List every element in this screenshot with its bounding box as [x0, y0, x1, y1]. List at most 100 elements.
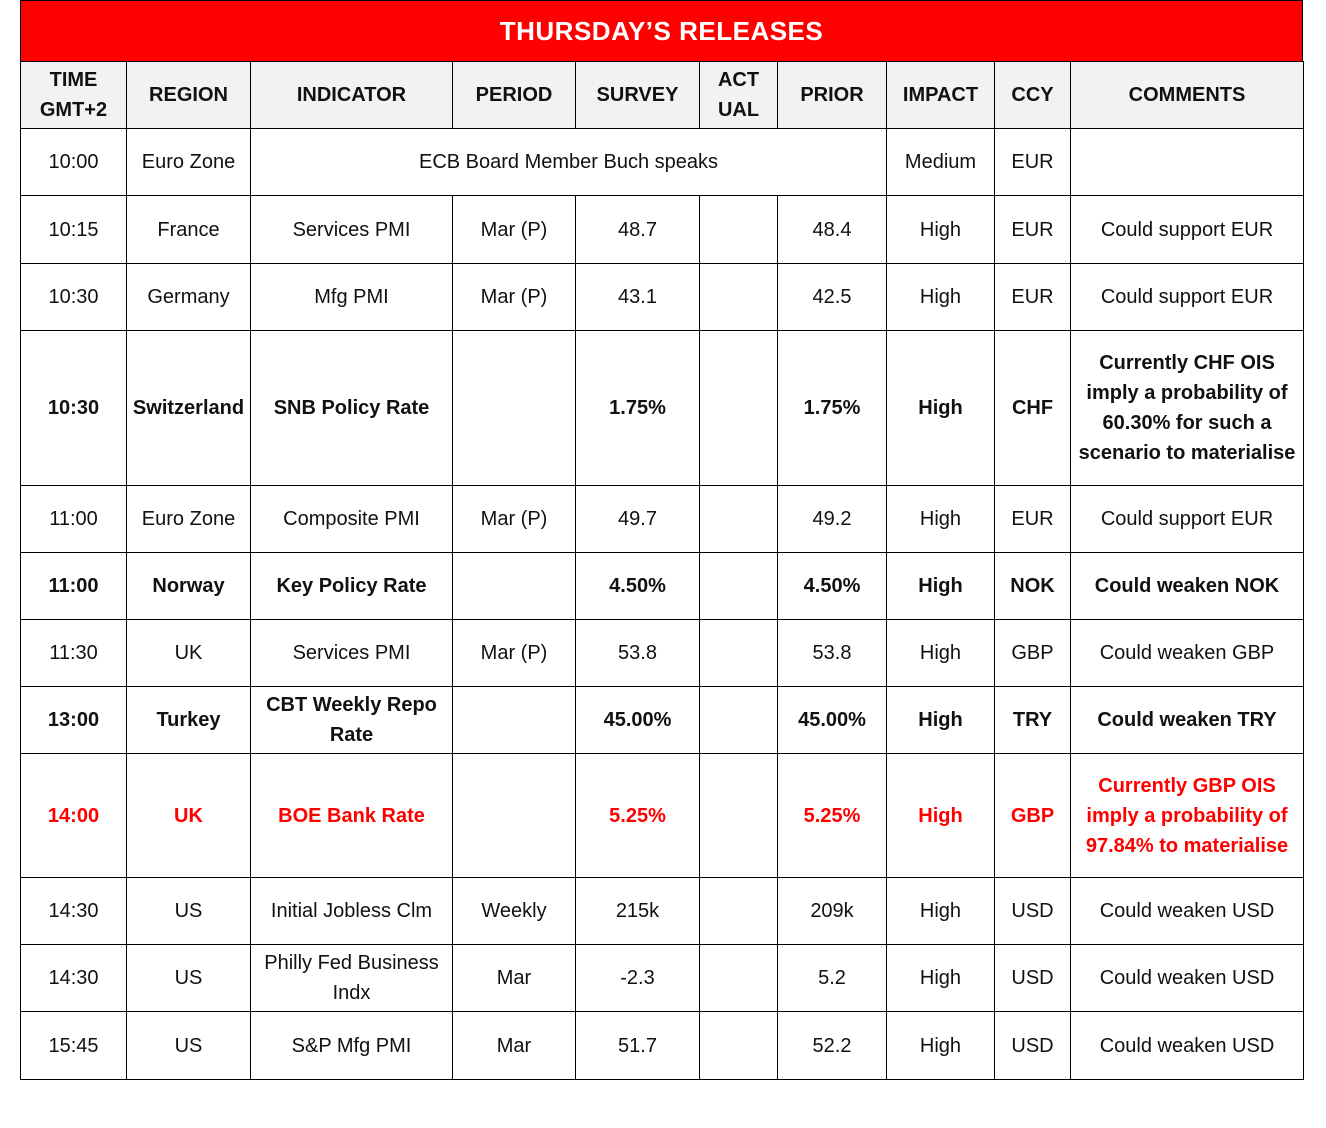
cell-time: 10:00 — [20, 128, 127, 196]
cell-survey: 5.25% — [575, 753, 700, 878]
cell-comments: Currently CHF OIS imply a probability of… — [1070, 330, 1304, 486]
cell-comments: Could weaken TRY — [1070, 686, 1304, 754]
header-survey: SURVEY — [575, 61, 700, 129]
cell-region: Norway — [126, 552, 251, 620]
header-label: GMT+2 — [39, 99, 108, 121]
cell-period: Mar (P) — [452, 195, 576, 264]
header-ccy: CCY — [994, 61, 1071, 129]
table-row: 14:30 US Initial Jobless Clm Weekly 215k 209k… — [20, 877, 1304, 945]
cell-prior: 4.50% — [777, 552, 887, 620]
header-period: PERIOD — [452, 61, 576, 129]
cell-survey: 43.1 — [575, 263, 700, 331]
cell-prior: 52.2 — [777, 1011, 887, 1080]
table-row: 11:30 UK Services PMI Mar (P) 53.8 53.8 High GB… — [20, 619, 1304, 687]
cell-ccy: TRY — [994, 686, 1071, 754]
cell-actual — [699, 944, 778, 1012]
table-row: 11:00 Euro Zone Composite PMI Mar (P) 49.7 49… — [20, 485, 1304, 553]
cell-period: Mar (P) — [452, 485, 576, 553]
cell-impact: High — [886, 753, 995, 878]
header-impact: IMPACT — [886, 61, 995, 129]
table-row: 10:15 France Services PMI Mar (P) 48.7 48.4 Hi… — [20, 195, 1304, 264]
cell-region: Germany — [126, 263, 251, 331]
cell-time: 14:30 — [20, 877, 127, 945]
cell-time: 11:30 — [20, 619, 127, 687]
cell-survey: 45.00% — [575, 686, 700, 754]
cell-actual — [699, 485, 778, 553]
cell-survey: 51.7 — [575, 1011, 700, 1080]
table-row: 10:30 Switzerland SNB Policy Rate 1.75% 1.75… — [20, 330, 1304, 486]
cell-prior: 1.75% — [777, 330, 887, 486]
cell-indicator: Initial Jobless Clm — [250, 877, 453, 945]
cell-region: UK — [126, 753, 251, 878]
header-label: REGION — [149, 84, 228, 106]
cell-ccy: EUR — [994, 128, 1071, 196]
cell-period: Mar (P) — [452, 619, 576, 687]
cell-period — [452, 753, 576, 878]
header-label: SURVEY — [596, 84, 679, 106]
cell-period: Weekly — [452, 877, 576, 945]
cell-period: Mar — [452, 944, 576, 1012]
cell-survey: -2.3 — [575, 944, 700, 1012]
header-row: TIME GMT+2 REGION INDICATOR PERIOD SURVEY ACT U… — [20, 61, 1304, 129]
cell-region: US — [126, 1011, 251, 1080]
cell-actual — [699, 686, 778, 754]
cell-ccy: CHF — [994, 330, 1071, 486]
header-label: INDICATOR — [296, 84, 407, 106]
cell-region: Turkey — [126, 686, 251, 754]
cell-indicator: Philly Fed Business Indx — [250, 944, 453, 1012]
cell-period: Mar — [452, 1011, 576, 1080]
cell-indicator: ECB Board Member Buch speaks — [250, 128, 887, 196]
cell-comments: Could weaken USD — [1070, 1011, 1304, 1080]
table-row: 10:00 Euro Zone ECB Board Member Buch spea… — [20, 128, 1304, 196]
cell-impact: High — [886, 330, 995, 486]
header-actual: ACT UAL — [699, 61, 778, 129]
table-row: 10:30 Germany Mfg PMI Mar (P) 43.1 42.5 High EU… — [20, 263, 1304, 331]
cell-prior: 53.8 — [777, 619, 887, 687]
cell-comments — [1070, 128, 1304, 196]
header-label: TIME — [49, 69, 98, 91]
cell-impact: Medium — [886, 128, 995, 196]
cell-region: Euro Zone — [126, 128, 251, 196]
cell-survey: 215k — [575, 877, 700, 945]
cell-ccy: USD — [994, 877, 1071, 945]
cell-comments: Could support EUR — [1070, 263, 1304, 331]
cell-ccy: EUR — [994, 195, 1071, 264]
cell-period — [452, 686, 576, 754]
table-row: 14:30 US Philly Fed Business Indx Mar -2.3 5.… — [20, 944, 1304, 1012]
header-time: TIME GMT+2 — [20, 61, 127, 129]
cell-impact: High — [886, 263, 995, 331]
cell-period: Mar (P) — [452, 263, 576, 331]
header-label: IMPACT — [902, 84, 979, 106]
table-row: 14:00 UK BOE Bank Rate 5.25% 5.25% High GBP Cur… — [20, 753, 1304, 878]
cell-actual — [699, 263, 778, 331]
cell-comments: Could support EUR — [1070, 485, 1304, 553]
cell-comments: Could weaken USD — [1070, 877, 1304, 945]
table-row: 15:45 US S&P Mfg PMI Mar 51.7 52.2 High USD Coul… — [20, 1011, 1304, 1080]
cell-prior: 209k — [777, 877, 887, 945]
header-label: ACT — [717, 69, 760, 91]
cell-actual — [699, 1011, 778, 1080]
cell-prior: 5.2 — [777, 944, 887, 1012]
cell-ccy: USD — [994, 944, 1071, 1012]
cell-time: 10:30 — [20, 263, 127, 331]
cell-comments: Could weaken NOK — [1070, 552, 1304, 620]
cell-time: 11:00 — [20, 552, 127, 620]
cell-indicator: S&P Mfg PMI — [250, 1011, 453, 1080]
cell-region: France — [126, 195, 251, 264]
cell-survey: 53.8 — [575, 619, 700, 687]
cell-comments: Currently GBP OIS imply a probability of… — [1070, 753, 1304, 878]
cell-indicator: Composite PMI — [250, 485, 453, 553]
cell-actual — [699, 619, 778, 687]
cell-prior: 5.25% — [777, 753, 887, 878]
cell-time: 11:00 — [20, 485, 127, 553]
cell-actual — [699, 330, 778, 486]
cell-ccy: EUR — [994, 485, 1071, 553]
header-region: REGION — [126, 61, 251, 129]
cell-prior: 42.5 — [777, 263, 887, 331]
cell-impact: High — [886, 877, 995, 945]
cell-region: US — [126, 944, 251, 1012]
cell-prior: 49.2 — [777, 485, 887, 553]
cell-period — [452, 330, 576, 486]
cell-time: 14:00 — [20, 753, 127, 878]
cell-impact: High — [886, 944, 995, 1012]
